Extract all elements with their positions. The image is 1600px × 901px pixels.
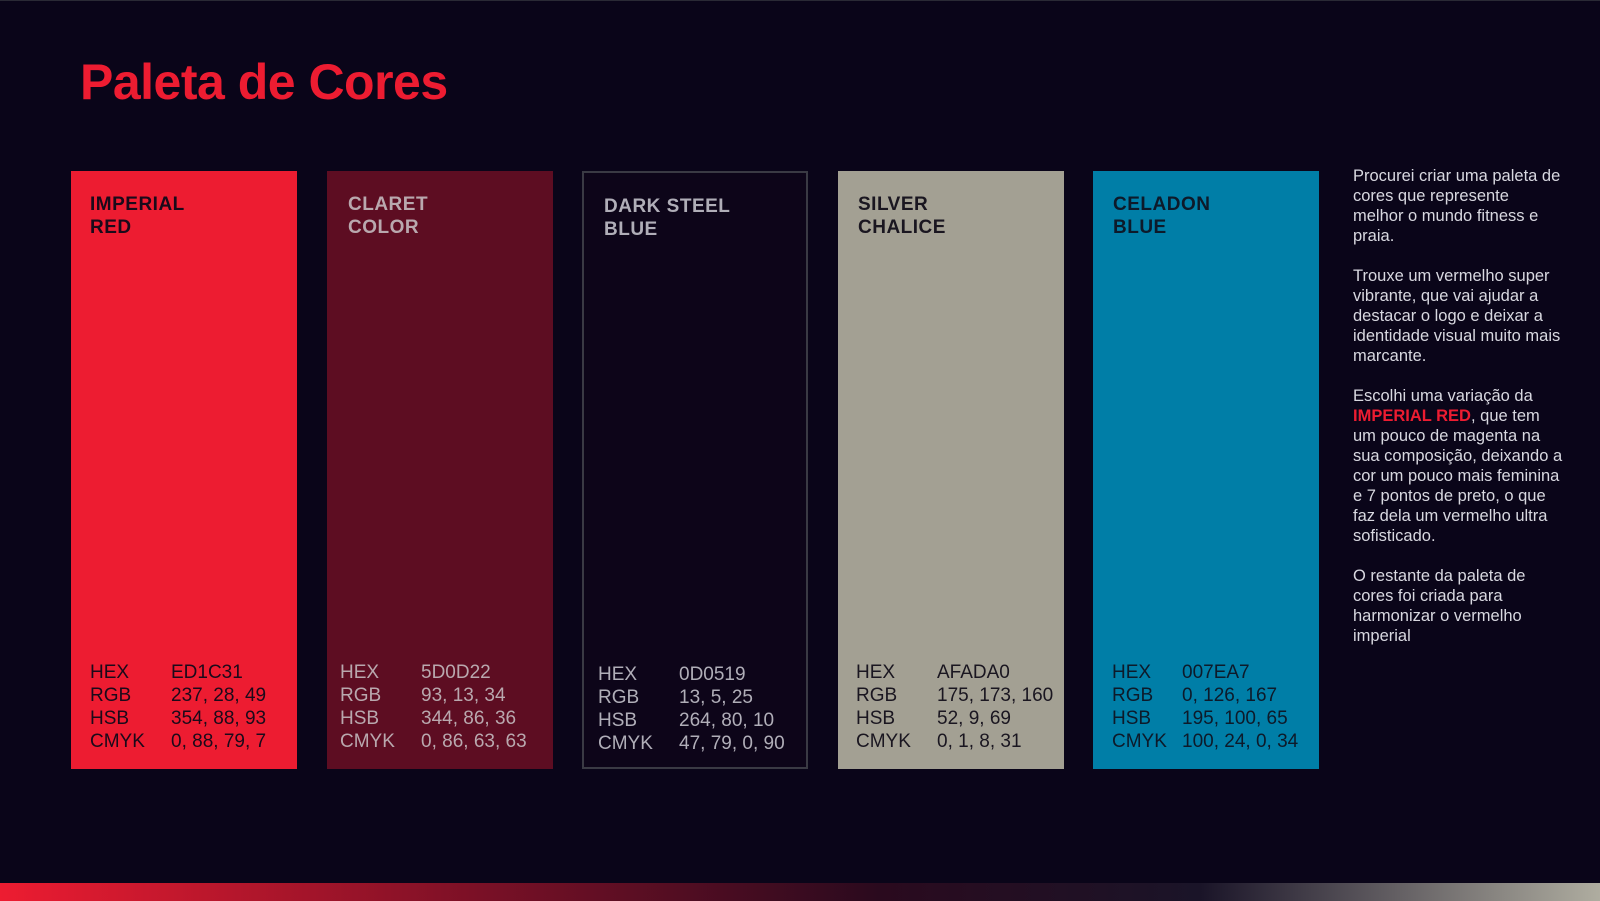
code-value: 5D0D22	[421, 662, 491, 683]
highlight-imperial-red: IMPERIAL RED	[1353, 407, 1471, 425]
code-row-cmyk: CMYK 0, 88, 79, 7	[90, 730, 266, 753]
code-label: HSB	[856, 708, 896, 729]
description-paragraph: Procurei criar uma paleta de cores que r…	[1353, 167, 1561, 245]
code-value: 237, 28, 49	[171, 685, 267, 706]
code-value: 175, 173, 160	[937, 685, 1054, 706]
code-label: RGB	[856, 685, 898, 706]
swatch-silver-chalice: SILVER CHALICE HEX AFADA0 RGB 175, 173, 16…	[838, 171, 1064, 769]
description-paragraph: Escolhi uma variação da IMPERIAL RED, qu…	[1353, 386, 1563, 546]
swatch-codes: HEX 0D0519 RGB 13, 5, 25 HSB 264, 80, 10 CM…	[598, 663, 785, 755]
code-row-hex: HEX 007EA7	[1112, 661, 1298, 684]
swatch-codes: HEX AFADA0 RGB 175, 173, 160 HSB 52, 9, 69 …	[856, 661, 1053, 753]
code-label: RGB	[598, 687, 640, 708]
code-label: HEX	[856, 662, 896, 683]
code-value: 0, 86, 63, 63	[421, 731, 527, 752]
code-value: 344, 86, 36	[421, 708, 517, 729]
code-label: HEX	[90, 662, 130, 683]
code-row-rgb: RGB 93, 13, 34	[340, 684, 527, 707]
code-label: HEX	[1112, 662, 1152, 683]
swatch-codes: HEX 007EA7 RGB 0, 126, 167 HSB 195, 100, 65…	[1112, 661, 1298, 753]
swatch-name: DARK STEEL BLUE	[604, 196, 731, 240]
code-row-hsb: HSB 195, 100, 65	[1112, 707, 1298, 730]
code-value: ED1C31	[171, 662, 243, 683]
code-value: 354, 88, 93	[171, 708, 267, 729]
palette-description: Procurei criar uma paleta de cores que r…	[1353, 166, 1563, 666]
code-value: 007EA7	[1182, 662, 1250, 683]
code-value: 93, 13, 34	[421, 685, 506, 706]
swatch-codes: HEX 5D0D22 RGB 93, 13, 34 HSB 344, 86, 36 C…	[340, 661, 527, 753]
description-paragraph: O restante da paleta de cores foi criada…	[1353, 567, 1526, 645]
code-label: HEX	[598, 664, 638, 685]
code-label: HSB	[340, 708, 380, 729]
description-text: , que tem um pouco de magenta na sua com…	[1353, 407, 1563, 545]
code-label: CMYK	[1112, 731, 1167, 752]
code-row-hex: HEX 0D0519	[598, 663, 785, 686]
code-value: 52, 9, 69	[937, 708, 1011, 729]
code-value: AFADA0	[937, 662, 1010, 683]
swatch-claret-color: CLARET COLOR HEX 5D0D22 RGB 93, 13, 34 HSB…	[327, 171, 553, 769]
code-label: RGB	[90, 685, 132, 706]
swatch-name: SILVER CHALICE	[858, 194, 946, 238]
code-label: RGB	[340, 685, 382, 706]
page-title: Paleta de Cores	[80, 54, 448, 110]
code-row-cmyk: CMYK 100, 24, 0, 34	[1112, 730, 1298, 753]
description-text: Escolhi uma variação da	[1353, 387, 1533, 405]
code-row-hex: HEX 5D0D22	[340, 661, 527, 684]
code-row-rgb: RGB 175, 173, 160	[856, 684, 1053, 707]
swatch-name: IMPERIAL RED	[90, 194, 185, 238]
code-row-hsb: HSB 264, 80, 10	[598, 709, 785, 732]
code-value: 0, 1, 8, 31	[937, 731, 1022, 752]
code-row-hsb: HSB 344, 86, 36	[340, 707, 527, 730]
code-value: 13, 5, 25	[679, 687, 753, 708]
code-row-cmyk: CMYK 0, 86, 63, 63	[340, 730, 527, 753]
code-value: 195, 100, 65	[1182, 708, 1288, 729]
bottom-gradient-bar	[0, 883, 1600, 901]
swatch-celadon-blue: CELADON BLUE HEX 007EA7 RGB 0, 126, 167 HS…	[1093, 171, 1319, 769]
code-label: HSB	[598, 710, 638, 731]
swatch-name: CLARET COLOR	[348, 194, 429, 238]
swatch-dark-steel-blue: DARK STEEL BLUE HEX 0D0519 RGB 13, 5, 25 H…	[582, 171, 808, 769]
code-row-hex: HEX AFADA0	[856, 661, 1053, 684]
code-row-rgb: RGB 237, 28, 49	[90, 684, 266, 707]
code-label: CMYK	[598, 733, 653, 754]
swatch-imperial-red: IMPERIAL RED HEX ED1C31 RGB 237, 28, 49 HS…	[71, 171, 297, 769]
code-row-rgb: RGB 13, 5, 25	[598, 686, 785, 709]
description-paragraph: Trouxe um vermelho super vibrante, que v…	[1353, 267, 1561, 365]
code-label: HSB	[1112, 708, 1152, 729]
code-label: HSB	[90, 708, 130, 729]
code-label: CMYK	[856, 731, 911, 752]
code-label: HEX	[340, 662, 380, 683]
code-value: 0, 88, 79, 7	[171, 731, 267, 752]
code-value: 0D0519	[679, 664, 746, 685]
code-row-cmyk: CMYK 47, 79, 0, 90	[598, 732, 785, 755]
code-row-hsb: HSB 354, 88, 93	[90, 707, 266, 730]
code-row-cmyk: CMYK 0, 1, 8, 31	[856, 730, 1053, 753]
code-row-hex: HEX ED1C31	[90, 661, 266, 684]
code-label: RGB	[1112, 685, 1154, 706]
code-value: 47, 79, 0, 90	[679, 733, 785, 754]
code-value: 0, 126, 167	[1182, 685, 1278, 706]
code-value: 264, 80, 10	[679, 710, 775, 731]
code-row-rgb: RGB 0, 126, 167	[1112, 684, 1298, 707]
code-value: 100, 24, 0, 34	[1182, 731, 1299, 752]
swatch-name: CELADON BLUE	[1113, 194, 1211, 238]
code-label: CMYK	[90, 731, 145, 752]
code-label: CMYK	[340, 731, 395, 752]
swatch-codes: HEX ED1C31 RGB 237, 28, 49 HSB 354, 88, 93 …	[90, 661, 266, 753]
code-row-hsb: HSB 52, 9, 69	[856, 707, 1053, 730]
